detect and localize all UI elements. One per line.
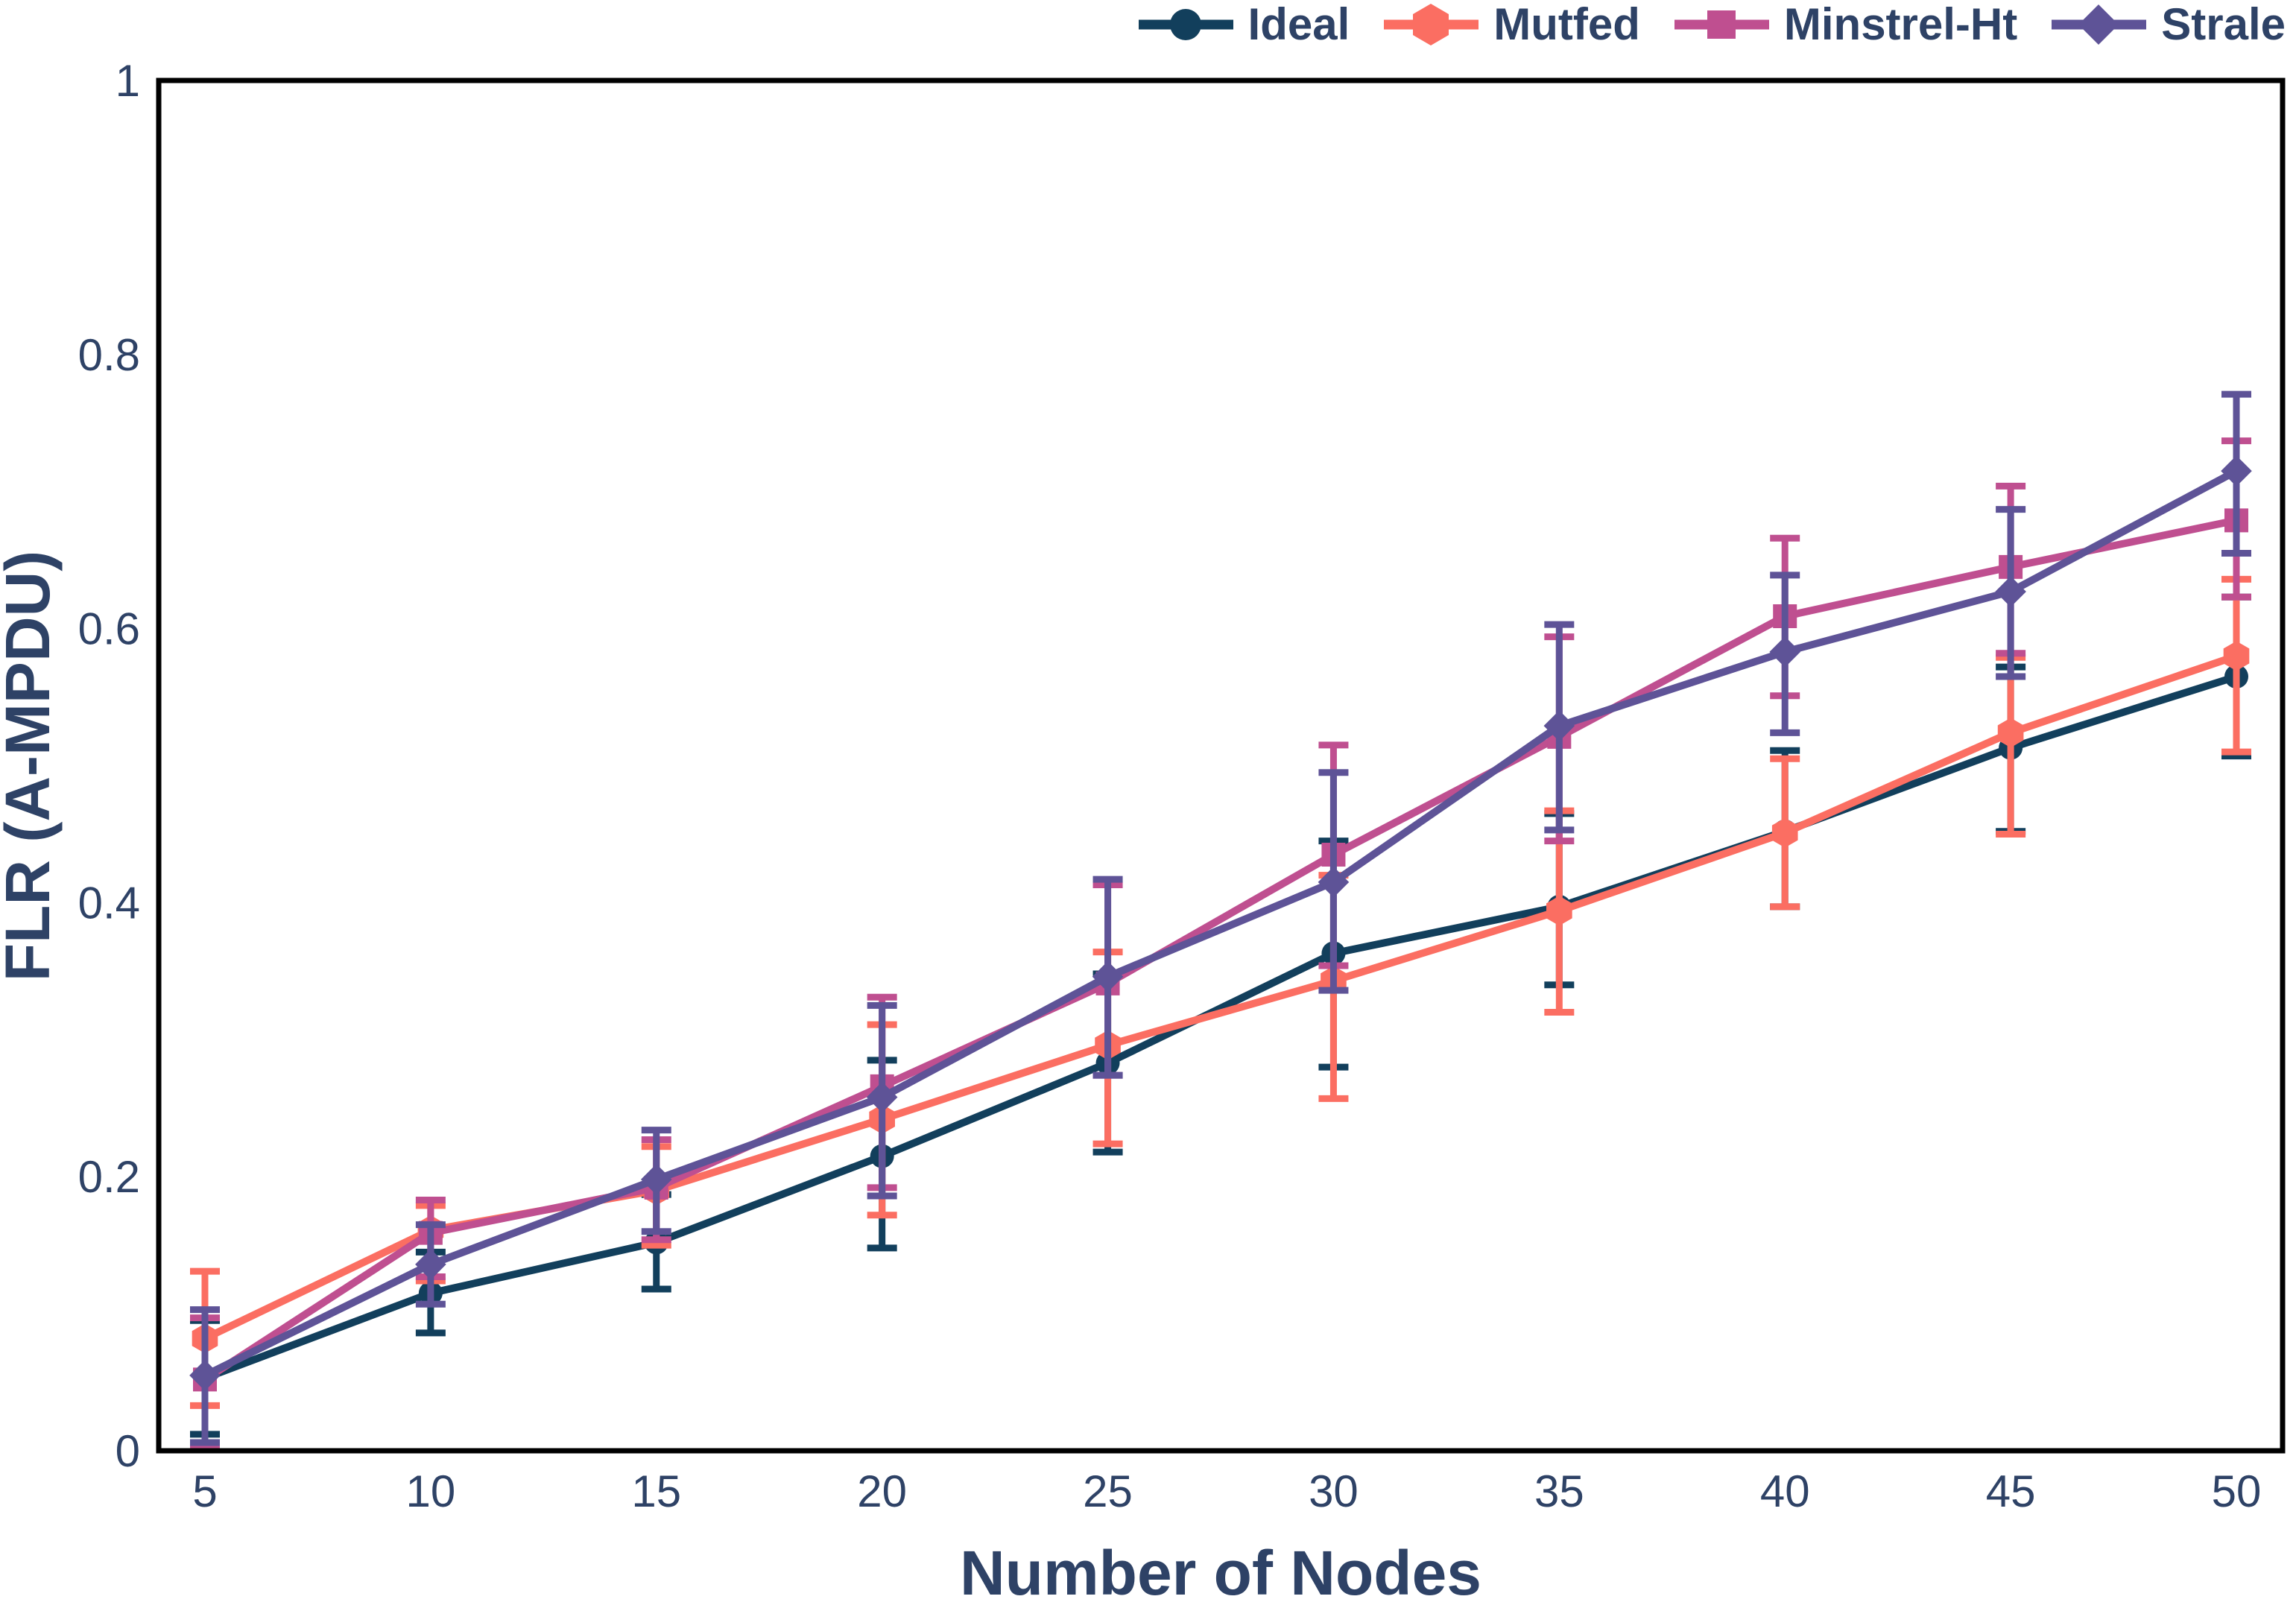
x-tick-label: 45 [1986, 1466, 2036, 1516]
series-strale-marker [1092, 960, 1124, 993]
x-tick-label: 25 [1083, 1466, 1133, 1516]
series-strale-marker [866, 1081, 898, 1113]
x-tick-label: 30 [1309, 1466, 1359, 1516]
x-tick-label: 50 [2212, 1466, 2262, 1516]
y-tick-label: 1 [116, 56, 140, 106]
series-mutfed-marker [1997, 718, 2024, 748]
y-tick-label: 0.2 [78, 1152, 140, 1202]
series-strale-marker [1543, 710, 1575, 741]
series-strale-marker [1769, 636, 1801, 668]
legend-label-mutfed: Mutfed [1493, 0, 1640, 49]
series-minstrel-ht-line [201, 516, 2240, 1384]
x-tick-label: 5 [192, 1466, 217, 1516]
series-strale-marker [415, 1249, 446, 1280]
legend-marker-mutfed-icon [1384, 4, 1479, 45]
legend-label-minstrel-ht: Minstrel-Ht [1783, 0, 2018, 49]
legend-item-minstrel-ht: Minstrel-Ht [1672, 2, 2017, 47]
legend-label-strale: Strale [2161, 0, 2286, 49]
x-tick-label: 20 [857, 1466, 907, 1516]
y-tick-label: 0.6 [78, 604, 140, 654]
series-mutfed [190, 575, 2251, 1409]
x-tick-label: 40 [1760, 1466, 1810, 1516]
y-axis-label: FLR (A-MPDU) [0, 551, 63, 982]
legend-marker-ideal-icon [1138, 9, 1233, 40]
series-strale-marker [640, 1164, 672, 1195]
plot-frame [156, 77, 2286, 1454]
legend: Ideal Mutfed Minstrel-Ht Strale [1136, 0, 2286, 49]
legend-item-mutfed: Mutfed [1381, 2, 1640, 47]
series-strale-marker [189, 1360, 221, 1391]
x-tick-label: 15 [631, 1466, 681, 1516]
legend-item-strale: Strale [2049, 2, 2286, 47]
series-ideal-line [201, 672, 2240, 1382]
y-tick-label: 0 [116, 1426, 140, 1476]
x-tick-label: 10 [406, 1466, 456, 1516]
legend-marker-minstrel-ht-icon [1674, 10, 1769, 39]
series-strale-marker [1995, 576, 2026, 607]
legend-item-ideal: Ideal [1136, 2, 1350, 47]
series-mutfed-marker [2223, 641, 2250, 671]
legend-label-ideal: Ideal [1247, 0, 1350, 49]
series-minstrel-ht [190, 437, 2251, 1452]
x-axis-label: Number of Nodes [960, 1538, 1481, 1605]
series-strale-line [201, 467, 2240, 1379]
series-mutfed-marker [1771, 817, 1798, 848]
series-strale-marker [1318, 867, 1350, 898]
x-tick-label: 35 [1534, 1466, 1584, 1516]
legend-marker-strale-icon [2052, 4, 2147, 45]
series-mutfed-marker [1546, 896, 1572, 926]
series-strale-marker [2221, 455, 2252, 487]
y-tick-label: 0.8 [78, 330, 140, 380]
y-tick-label: 0.4 [78, 878, 140, 928]
series-strale [189, 390, 2252, 1446]
